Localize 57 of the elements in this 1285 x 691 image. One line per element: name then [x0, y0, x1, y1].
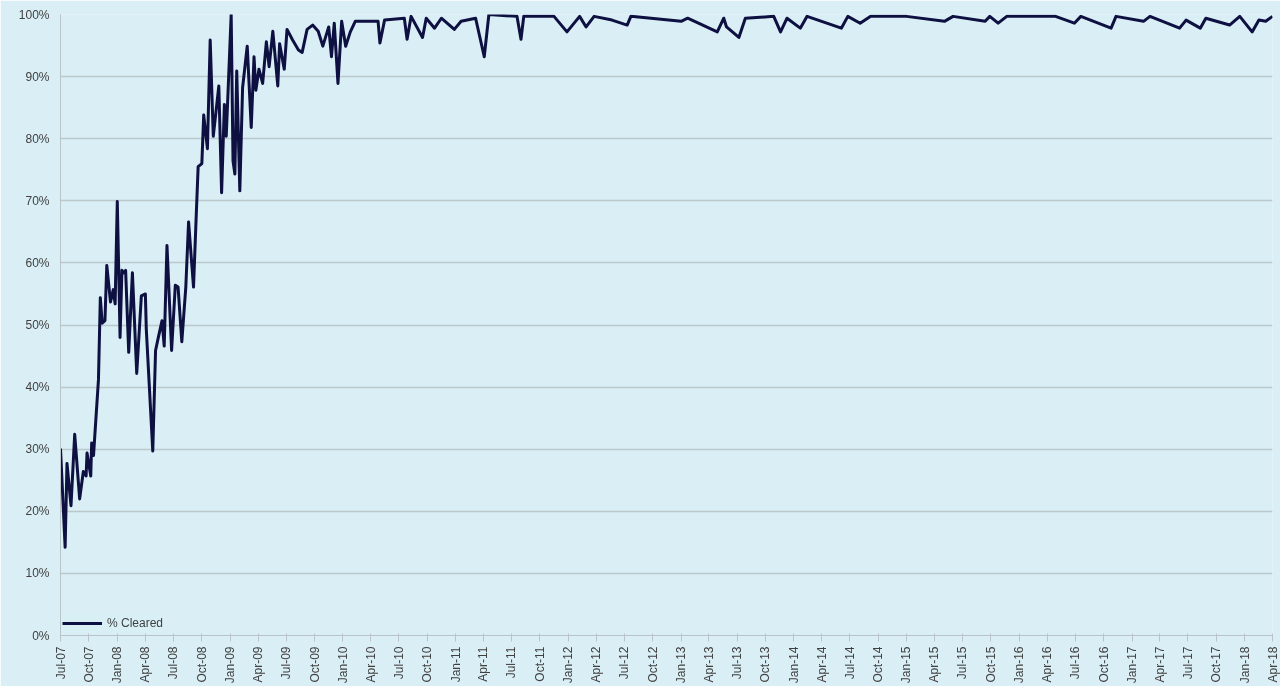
x-tick-label: Jan-08 — [110, 646, 125, 684]
x-tick-label: Jan-15 — [899, 646, 914, 684]
x-tick-label: Oct-08 — [194, 646, 209, 683]
y-tick-label: 90% — [25, 69, 50, 84]
x-tick-label: Oct-11 — [532, 646, 547, 682]
y-tick-label: 50% — [25, 318, 50, 332]
legend-label: % Cleared — [107, 616, 164, 630]
x-tick-label: Jul-17 — [1180, 646, 1195, 680]
y-tick-label: 30% — [25, 442, 50, 457]
x-tick-label: Apr-08 — [138, 646, 153, 683]
x-tick-label: Oct-15 — [983, 646, 998, 683]
x-tick-label: Oct-10 — [420, 646, 435, 683]
x-tick-label: Apr-18 — [1265, 646, 1280, 683]
x-tick-label: Jan-11 — [448, 646, 463, 683]
x-tick-label: Jul-12 — [617, 646, 632, 680]
x-tick-label: Oct-13 — [758, 646, 773, 683]
x-tick-label: Jul-07 — [53, 646, 68, 680]
y-tick-label: 40% — [25, 380, 50, 395]
x-tick-label: Jul-09 — [279, 646, 294, 680]
y-tick-label: 80% — [25, 131, 50, 146]
x-tick-label: Jan-09 — [223, 646, 238, 684]
x-tick-label: Apr-17 — [1152, 646, 1167, 683]
x-tick-label: Oct-16 — [1096, 646, 1111, 683]
x-tick-label: Jan-13 — [674, 646, 689, 684]
y-tick-label: 10% — [25, 566, 50, 581]
y-tick-label: 0% — [32, 628, 50, 643]
x-tick-label: Oct-12 — [645, 646, 660, 683]
x-tick-label: Jan-10 — [335, 646, 350, 684]
x-tick-label: Oct-07 — [81, 646, 96, 683]
x-tick-label: Jul-13 — [730, 646, 745, 680]
x-tick-label: Jan-18 — [1237, 646, 1252, 684]
x-tick-label: Jul-15 — [955, 646, 970, 680]
x-tick-label: Apr-16 — [1040, 646, 1055, 683]
x-tick-label: Jul-10 — [391, 646, 406, 680]
x-tick-label: Apr-15 — [927, 646, 942, 683]
x-tick-label: Jul-14 — [842, 646, 857, 680]
x-tick-label: Jan-16 — [1012, 646, 1027, 684]
x-tick-label: Jul-08 — [166, 646, 181, 680]
y-tick-label: 20% — [25, 504, 50, 519]
x-tick-label: Jul-16 — [1068, 646, 1083, 680]
x-tick-label: Oct-17 — [1209, 646, 1224, 683]
y-tick-label: 100% — [18, 7, 50, 22]
line-series — [60, 14, 1273, 549]
y-tick-label: 60% — [25, 255, 50, 270]
x-tick-label: Apr-14 — [814, 646, 829, 683]
x-tick-label: Apr-13 — [701, 646, 716, 683]
x-tick-label: Oct-14 — [871, 646, 886, 683]
x-tick-label: Jan-14 — [786, 646, 801, 684]
x-tick-label: Jan-17 — [1125, 646, 1140, 684]
x-tick-label: Apr-09 — [251, 646, 266, 683]
x-tick-label: Apr-11 — [476, 646, 491, 682]
x-tick-label: Apr-10 — [363, 646, 378, 683]
x-tick-label: Jul-11 — [504, 646, 519, 679]
x-tick-label: Jan-12 — [561, 646, 576, 684]
y-tick-label: 70% — [25, 193, 50, 208]
x-tick-label: Oct-09 — [307, 646, 322, 683]
x-tick-label: Apr-12 — [589, 646, 604, 683]
